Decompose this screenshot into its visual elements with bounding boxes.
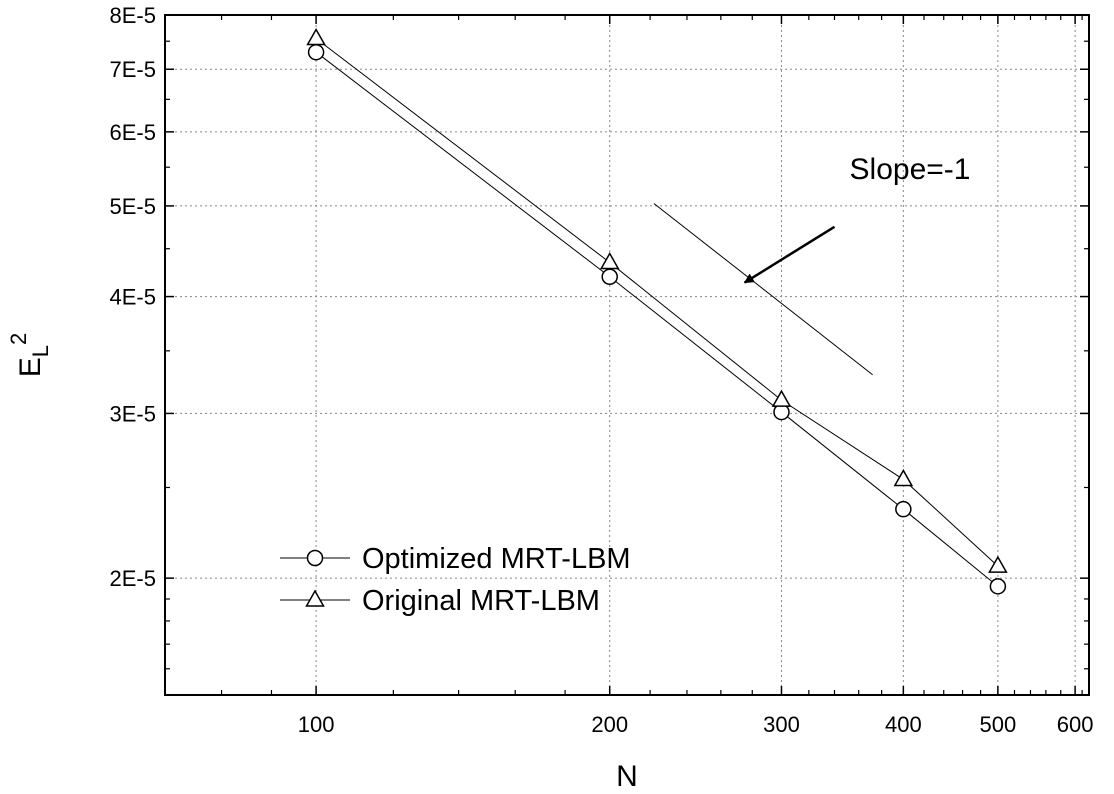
data-point-triangle (599, 251, 620, 270)
y-axis-label-base: E (14, 357, 47, 377)
legend-marker (306, 549, 324, 567)
annotation-arrow (743, 225, 836, 284)
data-point-triangle (988, 555, 1008, 573)
series-line (315, 38, 999, 567)
legend-label: Original MRT-LBM (362, 585, 600, 617)
y-tick-label: 3E-5 (110, 401, 156, 426)
y-tick-label: 4E-5 (110, 285, 156, 310)
x-tick-label: 100 (298, 712, 335, 737)
x-tick-label: 400 (885, 712, 922, 737)
y-tick-label: 7E-5 (110, 57, 156, 82)
data-point-circle (601, 268, 618, 285)
slope-reference-line (653, 203, 873, 376)
series-group (306, 27, 1008, 595)
legend: Optimized MRT-LBM Original MRT-LBM (280, 543, 631, 617)
plot-frame (164, 14, 1090, 696)
slope-annotation-text: Slope=-1 (850, 153, 971, 186)
y-tick-label: 2E-5 (110, 566, 156, 591)
grid-lines (165, 14, 1089, 695)
y-axis-label-sub: L (28, 345, 53, 357)
x-axis-label: N (616, 760, 638, 793)
axis-ticks (165, 14, 1089, 695)
legend-label: Optimized MRT-LBM (362, 543, 631, 575)
data-point-triangle (893, 468, 914, 487)
x-tick-label: 500 (980, 712, 1017, 737)
data-point-triangle (306, 27, 326, 46)
x-tick-label: 200 (591, 712, 628, 737)
data-point-circle (307, 43, 325, 61)
y-tick-label: 5E-5 (110, 194, 156, 219)
y-tick-label: 8E-5 (110, 3, 156, 28)
data-point-triangle (771, 389, 792, 407)
data-point-circle (989, 578, 1007, 595)
legend-marker (305, 589, 325, 607)
y-axis-label-sup: 2 (6, 333, 31, 345)
data-point-circle (895, 500, 912, 518)
reference-group: Slope=-1 (653, 153, 971, 376)
tick-labels: 100 200 300 400 500 600 2E-5 3E-5 4E-5 5E-5 6E-5 7E… (110, 3, 1094, 737)
x-tick-label: 600 (1057, 712, 1094, 737)
x-tick-label: 300 (763, 712, 800, 737)
y-tick-label: 6E-5 (110, 120, 156, 145)
y-axis-label: EL2 (6, 333, 53, 378)
